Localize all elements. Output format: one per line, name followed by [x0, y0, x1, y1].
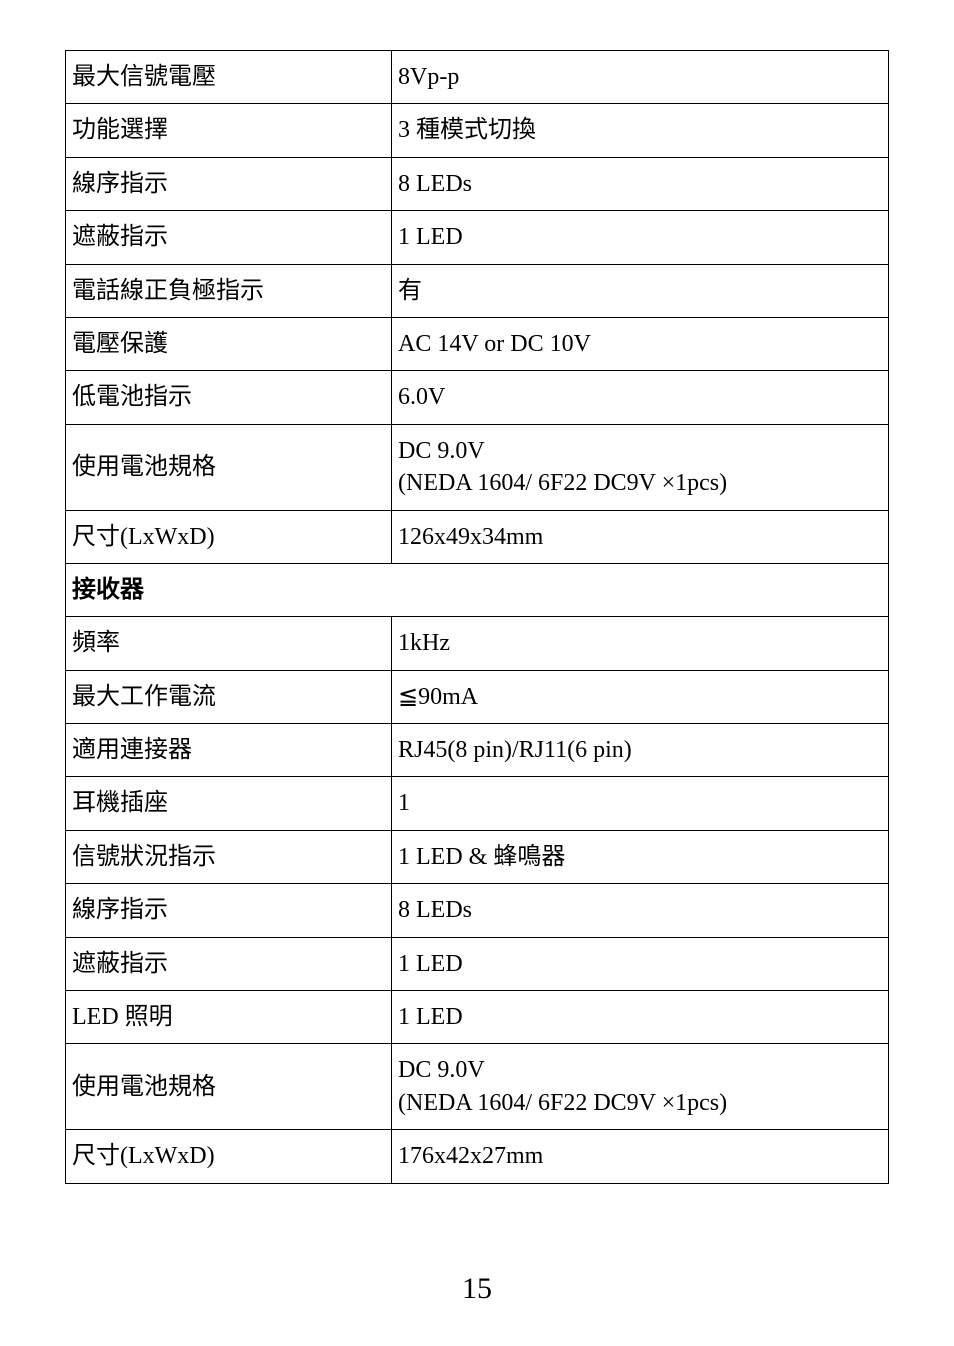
spec-label: 信號狀況指示: [66, 830, 392, 883]
table-row: 使用電池規格 DC 9.0V(NEDA 1604/ 6F22 DC9V ×1pc…: [66, 1044, 889, 1130]
table-row: 電壓保護 AC 14V or DC 10V: [66, 317, 889, 370]
spec-value: 6.0V: [392, 371, 889, 424]
spec-value: RJ45(8 pin)/RJ11(6 pin): [392, 724, 889, 777]
table-row: 尺寸(LxWxD) 126x49x34mm: [66, 510, 889, 563]
table-row: 耳機插座 1: [66, 777, 889, 830]
spec-value: 1 LED: [392, 991, 889, 1044]
spec-label: 功能選擇: [66, 104, 392, 157]
spec-value: 8 LEDs: [392, 157, 889, 210]
spec-label: 線序指示: [66, 884, 392, 937]
spec-label: 使用電池規格: [66, 424, 392, 510]
spec-label: 遮蔽指示: [66, 211, 392, 264]
spec-label: 低電池指示: [66, 371, 392, 424]
spec-label: 尺寸(LxWxD): [66, 1130, 392, 1183]
spec-value: 8 LEDs: [392, 884, 889, 937]
table-row: 遮蔽指示 1 LED: [66, 937, 889, 990]
table-row: 最大信號電壓 8Vp-p: [66, 51, 889, 104]
spec-value: 126x49x34mm: [392, 510, 889, 563]
section-header-row: 接收器: [66, 563, 889, 616]
spec-label: 電話線正負極指示: [66, 264, 392, 317]
table-row: 功能選擇 3 種模式切換: [66, 104, 889, 157]
spec-value: 1 LED & 蜂鳴器: [392, 830, 889, 883]
page-number: 15: [0, 1272, 954, 1306]
table-row: 線序指示 8 LEDs: [66, 157, 889, 210]
table-row: 線序指示 8 LEDs: [66, 884, 889, 937]
spec-value: 1: [392, 777, 889, 830]
section-header: 接收器: [66, 563, 889, 616]
spec-label: 適用連接器: [66, 724, 392, 777]
table-row: 信號狀況指示 1 LED & 蜂鳴器: [66, 830, 889, 883]
table-row: 使用電池規格 DC 9.0V(NEDA 1604/ 6F22 DC9V ×1pc…: [66, 424, 889, 510]
spec-value: 1 LED: [392, 937, 889, 990]
table-body: 最大信號電壓 8Vp-p 功能選擇 3 種模式切換 線序指示 8 LEDs 遮蔽…: [66, 51, 889, 1184]
spec-label: 電壓保護: [66, 317, 392, 370]
spec-value: 3 種模式切換: [392, 104, 889, 157]
spec-label: 耳機插座: [66, 777, 392, 830]
table-row: 低電池指示 6.0V: [66, 371, 889, 424]
spec-value: 176x42x27mm: [392, 1130, 889, 1183]
spec-label: 頻率: [66, 617, 392, 670]
spec-value: DC 9.0V(NEDA 1604/ 6F22 DC9V ×1pcs): [392, 1044, 889, 1130]
spec-value: DC 9.0V(NEDA 1604/ 6F22 DC9V ×1pcs): [392, 424, 889, 510]
spec-label: 最大工作電流: [66, 670, 392, 723]
spec-value: 1 LED: [392, 211, 889, 264]
spec-value: 8Vp-p: [392, 51, 889, 104]
spec-value: 有: [392, 264, 889, 317]
spec-value: AC 14V or DC 10V: [392, 317, 889, 370]
table-row: 適用連接器 RJ45(8 pin)/RJ11(6 pin): [66, 724, 889, 777]
spec-label: LED 照明: [66, 991, 392, 1044]
spec-label: 線序指示: [66, 157, 392, 210]
spec-label: 使用電池規格: [66, 1044, 392, 1130]
spec-table: 最大信號電壓 8Vp-p 功能選擇 3 種模式切換 線序指示 8 LEDs 遮蔽…: [65, 50, 889, 1184]
table-row: 電話線正負極指示 有: [66, 264, 889, 317]
table-row: 遮蔽指示 1 LED: [66, 211, 889, 264]
table-row: 尺寸(LxWxD) 176x42x27mm: [66, 1130, 889, 1183]
spec-value: 1kHz: [392, 617, 889, 670]
spec-label: 最大信號電壓: [66, 51, 392, 104]
spec-label: 遮蔽指示: [66, 937, 392, 990]
table-row: 最大工作電流 ≦90mA: [66, 670, 889, 723]
spec-label: 尺寸(LxWxD): [66, 510, 392, 563]
spec-value: ≦90mA: [392, 670, 889, 723]
table-row: 頻率 1kHz: [66, 617, 889, 670]
table-row: LED 照明 1 LED: [66, 991, 889, 1044]
